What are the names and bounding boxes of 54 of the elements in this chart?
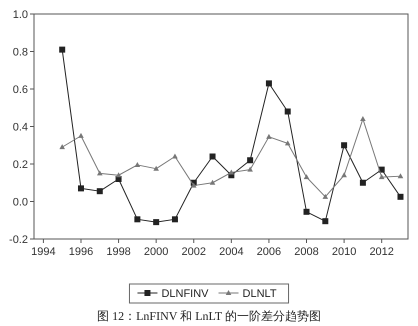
point [266,134,272,139]
point [116,172,122,178]
point [284,140,291,146]
x-tick-label: 1996 [68,246,94,258]
y-tick-label: 0.0 [12,196,28,208]
point [210,180,216,185]
point [266,80,272,86]
x-tick-label: 2006 [256,246,282,258]
point [304,174,310,180]
point [153,166,159,171]
point [78,132,84,138]
y-tick-label: 0.2 [12,159,28,171]
point [360,116,366,121]
point [96,170,103,176]
y-tick-label: 1.0 [12,9,28,21]
point [153,219,160,226]
point [78,185,84,192]
point [190,182,197,188]
x-tick-label: 2010 [332,246,356,258]
point [360,180,366,186]
x-tick-label: 1994 [31,246,56,258]
x-tick-label: 2008 [294,246,319,258]
point [228,169,234,174]
x-tick-label: 2012 [369,246,394,258]
x-tick-label: 2000 [144,246,168,258]
y-tick-label: 0.6 [12,84,28,96]
point [341,142,348,148]
point [322,194,328,199]
x-tick-label: 2004 [219,246,244,258]
point [247,166,253,172]
point [210,154,216,160]
legend-label: DLNFINV [161,288,210,300]
y-tick-label: -0.2 [9,234,28,246]
point [134,216,140,222]
x-tick-label: 2002 [182,246,206,258]
point [59,46,66,53]
point [247,157,254,164]
point [378,174,384,180]
y-tick-label: 0.8 [12,46,28,58]
point [341,172,347,178]
point [96,188,103,194]
point [398,173,404,178]
legend-label: DLNLT [242,288,277,300]
caption: 图 12：LnFINV 和 LnLT 的一阶差分趋势图 [97,309,321,323]
point [322,218,328,224]
point [59,144,65,150]
point [284,108,291,114]
point [134,162,140,167]
point [304,208,310,215]
point [172,154,178,158]
y-tick-label: 0.4 [12,122,28,134]
x-tick-label: 1998 [106,246,131,258]
point [172,216,178,222]
point [397,194,404,200]
